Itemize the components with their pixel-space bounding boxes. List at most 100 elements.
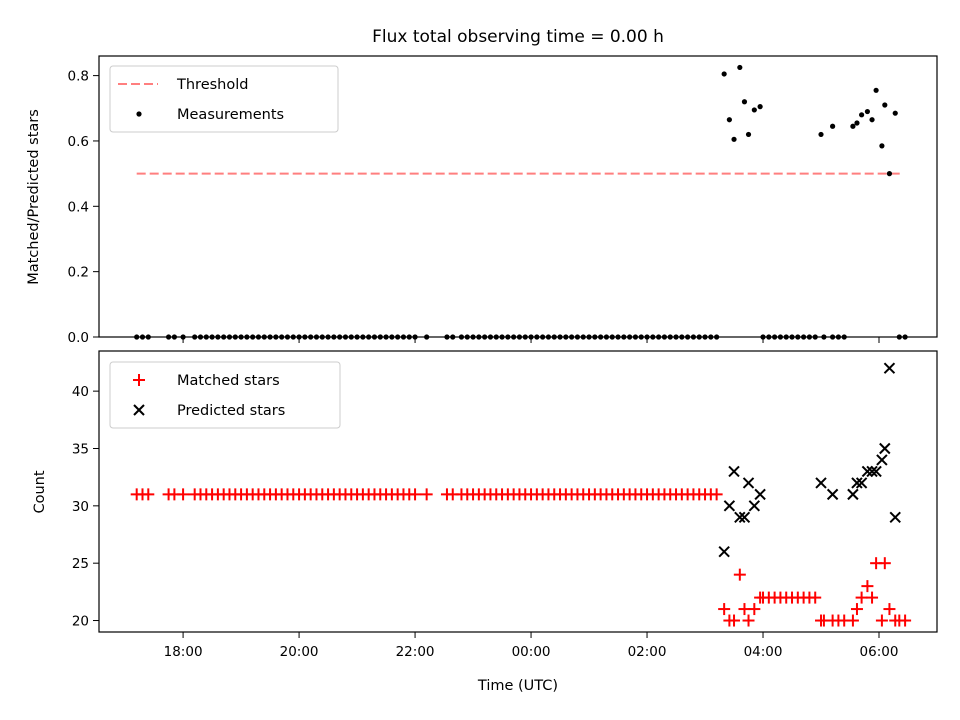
ratio-y-tick-label: 0.8 (68, 69, 89, 85)
count-y-tick-label: 20 (72, 614, 89, 630)
measurement-point (751, 107, 757, 113)
matched-star-point (748, 603, 761, 616)
measurement-point (726, 117, 732, 123)
matched-star-point (861, 580, 874, 593)
measurement-point (864, 108, 871, 115)
matched-star-point (177, 488, 190, 501)
count-x-tick-label: 04:00 (744, 644, 783, 660)
chart-title: Flux total observing time = 0.00 h (372, 27, 664, 47)
predicted-star-point (734, 511, 746, 524)
predicted-star-point (861, 465, 874, 478)
matched-star-point (718, 603, 731, 616)
count-y-tick-label: 35 (72, 441, 89, 457)
measurement-point (830, 123, 836, 129)
count-y-axis: 20 25 30 35 40 (72, 384, 99, 630)
matched-star-points (130, 488, 912, 627)
ratio-legend: Threshold Measurements (109, 65, 339, 133)
count-plot-frame (98, 350, 938, 633)
count-x-tick-label: 00:00 (512, 644, 551, 660)
predicted-star-point (883, 362, 896, 374)
matched-star-point (710, 488, 723, 501)
predicted-star-point (738, 511, 751, 524)
ratio-y-tick-label: 0.4 (68, 199, 89, 215)
matched-star-point (899, 614, 912, 627)
matched-star-point (733, 568, 746, 581)
legend-threshold-label: Threshold (176, 77, 248, 93)
measurement-point (737, 64, 743, 71)
measurement-point (818, 131, 824, 138)
predicted-star-points (718, 362, 901, 558)
measurement-point (721, 71, 727, 77)
measurement-point (850, 123, 856, 129)
legend-matched-label: Matched stars (177, 373, 280, 389)
legend-measurements-swatch (136, 111, 142, 117)
count-legend: Matched stars Predicted stars (109, 361, 341, 429)
count-y-tick-label: 25 (72, 556, 89, 572)
predicted-star-point (847, 488, 859, 501)
matched-star-point (866, 591, 879, 604)
matched-star-point (409, 488, 422, 501)
ratio-plot-frame (98, 55, 938, 338)
legend-measurements-label: Measurements (177, 107, 284, 123)
predicted-star-point (866, 465, 878, 478)
predicted-star-point (815, 477, 827, 489)
predicted-star-point (728, 465, 740, 478)
measurement-point (731, 136, 737, 142)
matched-star-point (850, 603, 863, 616)
count-legend-box (109, 361, 341, 429)
matched-star-point (742, 614, 755, 627)
matched-star-point (855, 591, 868, 604)
measurement-point (854, 120, 860, 126)
predicted-star-point (870, 465, 882, 478)
predicted-star-point (723, 500, 736, 512)
legend-predicted-swatch (133, 404, 145, 416)
matched-star-point (420, 488, 433, 501)
count-x-tick-label: 22:00 (396, 644, 435, 660)
matched-star-point (846, 614, 859, 627)
measurement-point (757, 104, 763, 110)
ratio-y-axis: 0.0 0.2 0.4 0.6 0.8 (68, 69, 99, 346)
measurement-point (882, 102, 888, 108)
predicted-star-point (876, 454, 888, 466)
measurement-point (873, 87, 879, 93)
count-y-axis-label: Count (32, 470, 48, 513)
ratio-legend-box (109, 65, 339, 133)
count-y-tick-label: 40 (72, 384, 89, 400)
legend-matched-swatch (133, 374, 145, 386)
predicted-star-point (718, 546, 730, 558)
count-x-tick-label: 02:00 (628, 644, 667, 660)
count-x-tick-label: 20:00 (280, 644, 319, 660)
measurement-point (741, 99, 748, 105)
matched-star-point (883, 603, 896, 616)
measurement-point (892, 110, 898, 116)
ratio-y-tick-label: 0.2 (68, 265, 89, 281)
measurement-point (859, 112, 865, 118)
ratio-y-axis-label: Matched/Predicted stars (26, 109, 42, 285)
predicted-star-point (889, 511, 901, 524)
count-x-tick-label: 06:00 (860, 644, 899, 660)
predicted-star-point (879, 442, 891, 455)
matched-star-point (878, 557, 891, 570)
legend-predicted-label: Predicted stars (177, 403, 285, 419)
count-y-tick-label: 30 (72, 499, 89, 515)
ratio-y-tick-label: 0.0 (68, 330, 89, 346)
matched-star-point (809, 591, 822, 604)
measurement-point (879, 143, 885, 149)
count-x-tick-label: 18:00 (164, 644, 203, 660)
ratio-y-tick-label: 0.6 (68, 134, 89, 150)
x-axis-label: Time (UTC) (477, 678, 558, 694)
predicted-star-point (826, 488, 839, 501)
predicted-star-point (754, 488, 766, 501)
matched-star-point (728, 614, 741, 627)
measurement-point (886, 171, 893, 177)
matched-star-point (142, 488, 155, 501)
matched-star-point (875, 614, 888, 627)
predicted-star-point (851, 477, 863, 489)
ratio-panel: 0.00.20.40.60.8 Matched/Predicted stars … (26, 55, 938, 346)
count-x-axis: 18:00 20:00 22:00 00:00 02:00 04:00 06:00 (164, 632, 899, 660)
measurement-point (745, 131, 752, 138)
measurement-point (869, 117, 875, 123)
predicted-star-point (855, 477, 868, 489)
predicted-star-point (748, 500, 761, 512)
